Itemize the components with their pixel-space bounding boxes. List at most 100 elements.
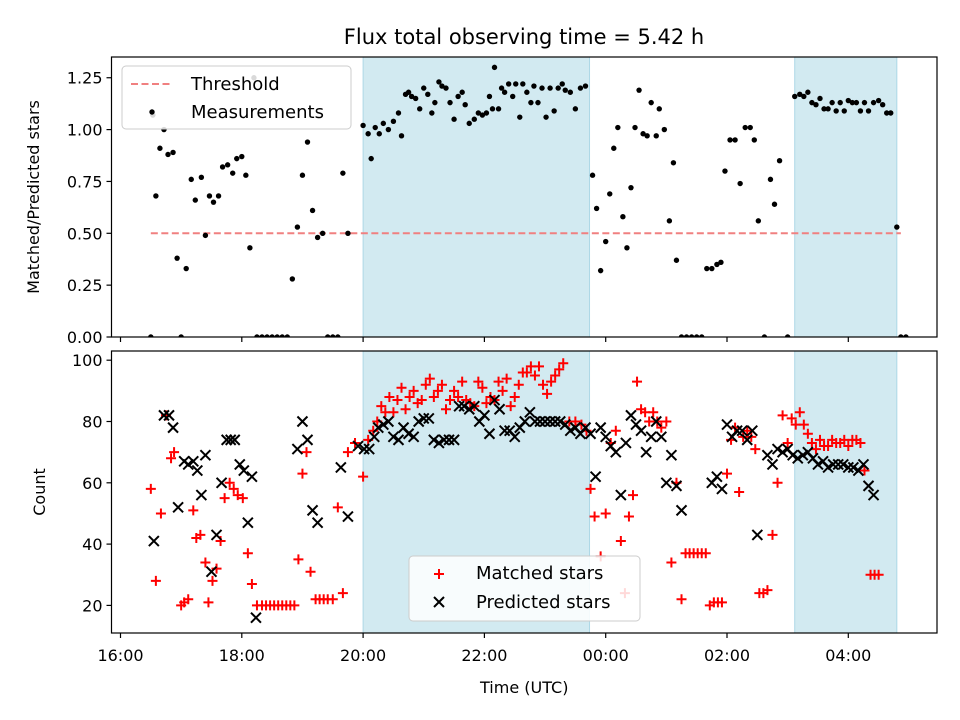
matched-marker [615, 536, 626, 547]
measurement-point [551, 108, 557, 114]
measurement-point [648, 99, 654, 106]
measurement-point [513, 81, 519, 87]
measurement-point [234, 155, 240, 162]
measurement-point [531, 83, 537, 89]
predicted-marker [407, 431, 420, 443]
predicted-marker [458, 400, 470, 412]
measurement-point [188, 176, 194, 183]
measurement-point [210, 199, 217, 205]
predicted-marker [358, 443, 370, 455]
predicted-marker [524, 406, 536, 419]
predicted-marker [215, 477, 228, 489]
measurement-point [170, 149, 176, 156]
measurement-point [636, 87, 642, 93]
predicted-marker [797, 449, 809, 461]
predicted-marker [418, 412, 430, 425]
predicted-marker [246, 470, 258, 483]
measurement-point [543, 114, 549, 120]
predicted-marker [842, 461, 855, 474]
measurement-point [837, 99, 843, 106]
measurement-point [894, 224, 900, 230]
y-tick-label: 0.25 [67, 276, 103, 295]
legend-predicted-label: Predicted stars [476, 592, 610, 613]
y-tick-label: 100 [72, 351, 103, 370]
measurement-point [505, 81, 512, 87]
predicted-marker [509, 431, 521, 443]
measurement-point [319, 230, 326, 236]
matched-marker [420, 379, 431, 390]
matched-marker [585, 483, 596, 494]
legend-matched-swatch [434, 569, 444, 579]
measurement-point [254, 334, 260, 337]
matched-marker [734, 487, 745, 497]
matched-marker [246, 578, 257, 589]
measurement-point [884, 110, 890, 116]
measurement-point [817, 95, 823, 102]
matched-marker [384, 391, 395, 402]
matched-marker [661, 416, 672, 427]
matched-marker [404, 391, 415, 402]
matched-marker [337, 588, 348, 599]
matched-marker [802, 428, 813, 439]
measurement-point [360, 122, 366, 129]
measurement-point [784, 334, 791, 337]
measurement-point [432, 99, 438, 106]
predicted-marker [296, 415, 309, 428]
predicted-marker [148, 535, 160, 547]
matched-marker [772, 477, 783, 488]
measurement-point [833, 108, 839, 114]
predicted-marker [554, 415, 566, 428]
measurement-point [489, 106, 496, 112]
matched-marker [289, 600, 300, 611]
measurement-point [501, 89, 508, 95]
measurement-point [436, 79, 442, 85]
predicted-marker [534, 415, 546, 428]
measurement-point [776, 158, 783, 164]
predicted-marker [640, 446, 652, 458]
measurement-point [751, 137, 757, 143]
predicted-marker [433, 437, 445, 449]
matched-marker [589, 511, 600, 522]
measurement-point [845, 97, 851, 104]
measurement-point [792, 93, 798, 100]
measurement-point [865, 108, 872, 114]
matched-marker [342, 447, 353, 458]
predicted-marker [291, 443, 304, 455]
measurement-point [284, 334, 290, 337]
y-tick-label: 0.50 [67, 224, 103, 243]
x-tick-label: 04:00 [825, 646, 871, 665]
predicted-marker [368, 431, 380, 443]
y-axis-label: Matched/Predicted stars [24, 100, 43, 294]
predicted-marker [867, 489, 880, 501]
measurement-point [620, 214, 626, 220]
predicted-marker [539, 415, 551, 428]
predicted-marker [498, 424, 511, 437]
predicted-marker [306, 504, 319, 517]
measurement-point [597, 267, 604, 274]
matched-marker [513, 379, 524, 390]
matched-marker [767, 529, 778, 540]
axes-frame [110, 56, 938, 338]
observing-window [794, 351, 898, 633]
measurement-point [299, 172, 306, 178]
predicted-marker [786, 449, 799, 461]
matched-marker [481, 398, 492, 409]
measurement-point [809, 99, 815, 106]
matched-marker [823, 441, 834, 452]
y-tick-label: 0.00 [67, 328, 103, 347]
matched-marker [493, 376, 504, 387]
matched-marker [762, 585, 773, 596]
predicted-marker [172, 501, 184, 514]
predicted-marker [847, 461, 860, 474]
measurement-point [198, 174, 205, 180]
matched-marker [554, 364, 565, 375]
predicted-marker [741, 434, 753, 446]
matched-marker [786, 413, 797, 424]
measurement-point [443, 85, 449, 91]
measurement-point [628, 184, 634, 191]
predicted-marker [721, 418, 733, 431]
measurement-point [471, 116, 477, 122]
measurement-point [615, 124, 621, 131]
legend-box [408, 555, 641, 622]
predicted-marker [191, 464, 204, 477]
